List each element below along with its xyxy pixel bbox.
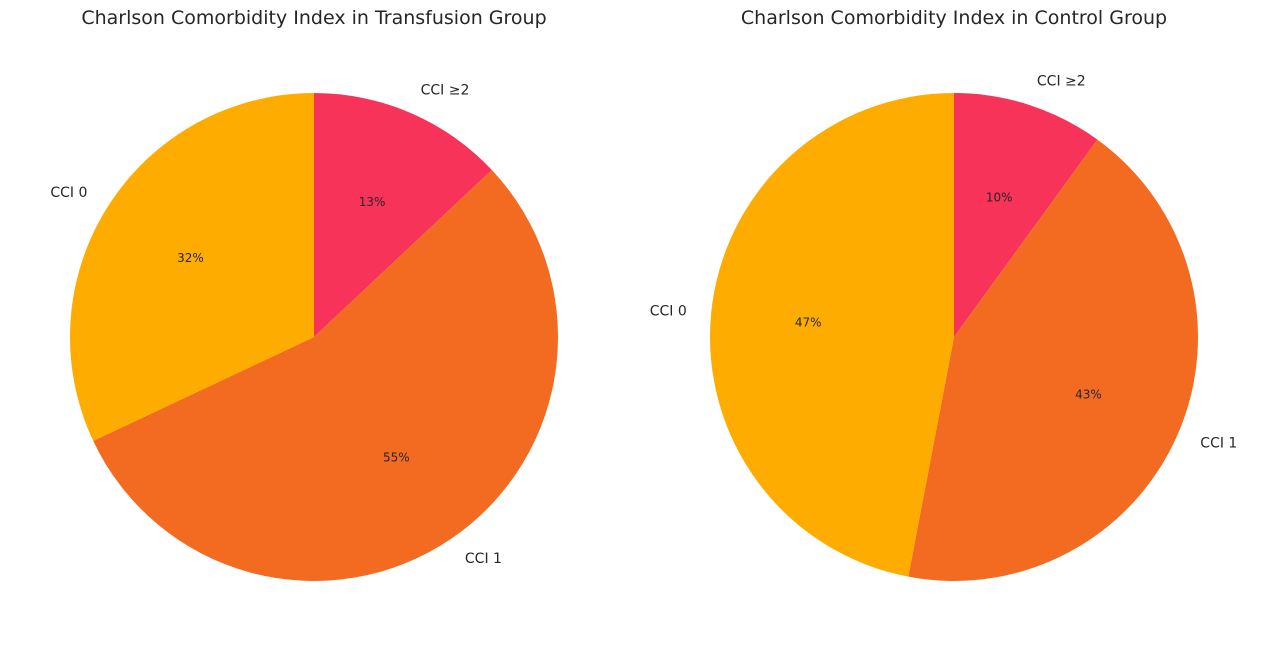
pie-slice-transfusion-cci1 (93, 169, 558, 581)
slice-label-control-cci0: CCI 0 (650, 304, 687, 320)
pct-label-control-cci1: 43% (1075, 388, 1102, 402)
pct-label-transfusion-cci0: 32% (177, 251, 204, 265)
pct-label-control-cci0: 47% (795, 316, 822, 330)
pie-slice-control-cci1 (908, 139, 1199, 582)
slice-label-control-cci2: CCI ≥2 (1037, 74, 1086, 90)
pct-label-transfusion-cci1: 55% (383, 451, 410, 465)
pie-slice-transfusion-cci0 (69, 92, 314, 441)
slice-label-control-cci1: CCI 1 (1200, 436, 1237, 452)
pie-chart-transfusion: Charlson Comorbidity Index in Transfusio… (50, 7, 558, 581)
pct-label-transfusion-cci2: 13% (359, 195, 386, 209)
pie-chart-control: Charlson Comorbidity Index in Control Gr… (650, 7, 1237, 582)
slice-label-transfusion-cci0: CCI 0 (50, 185, 87, 201)
slice-label-transfusion-cci2: CCI ≥2 (421, 83, 470, 99)
pie-slice-control-cci2 (954, 92, 1098, 337)
chart-title-transfusion: Charlson Comorbidity Index in Transfusio… (81, 7, 546, 29)
pct-label-control-cci2: 10% (986, 190, 1013, 204)
pie-slice-transfusion-cci2 (314, 93, 492, 337)
chart-title-control: Charlson Comorbidity Index in Control Gr… (741, 7, 1167, 29)
slice-label-transfusion-cci1: CCI 1 (465, 551, 502, 567)
pie-slice-control-cci0 (709, 93, 954, 577)
